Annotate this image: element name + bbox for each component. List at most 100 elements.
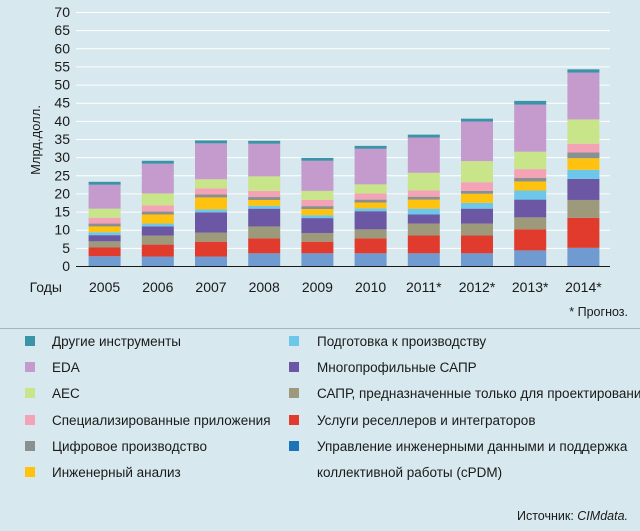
bar-segment bbox=[141, 214, 174, 224]
legend-item: AEC bbox=[25, 386, 80, 401]
bar-segment bbox=[567, 119, 600, 144]
bar-segment bbox=[88, 226, 121, 233]
bar-segment bbox=[354, 148, 387, 185]
bar-segment bbox=[88, 217, 121, 224]
bar-segment bbox=[354, 253, 387, 266]
legend-swatch bbox=[289, 362, 299, 372]
bar-segment bbox=[248, 253, 281, 266]
x-tick-label: 2009 bbox=[302, 279, 333, 295]
bar-segment bbox=[248, 205, 281, 209]
bar-segment bbox=[248, 208, 281, 227]
bar-segment bbox=[141, 223, 174, 227]
bar-segment bbox=[354, 229, 387, 239]
bar-segment bbox=[354, 202, 387, 209]
bar-segment bbox=[248, 140, 281, 144]
legend-swatch bbox=[25, 441, 35, 451]
bar-segment bbox=[407, 137, 440, 173]
bar-segment bbox=[195, 140, 227, 144]
bar-segment bbox=[407, 196, 440, 200]
legend-label: Подготовка к производству bbox=[317, 334, 486, 349]
bar-segment bbox=[88, 181, 121, 185]
bar-segment bbox=[407, 223, 440, 236]
legend-label: Специализированные приложения bbox=[52, 413, 271, 428]
bar-segment bbox=[88, 184, 121, 209]
legend-swatch bbox=[289, 388, 299, 398]
x-tick-label: 2014* bbox=[565, 279, 602, 295]
bar-segment bbox=[195, 194, 227, 198]
bar-segment bbox=[195, 212, 227, 233]
x-tick-label: 2012* bbox=[459, 279, 496, 295]
bar-segment bbox=[141, 211, 174, 215]
bar-segment bbox=[301, 209, 334, 216]
bar-segment bbox=[514, 190, 547, 200]
y-tick-label: 15 bbox=[54, 204, 70, 220]
legend-label: Цифровое производство bbox=[52, 439, 207, 454]
bar-stack bbox=[301, 157, 334, 266]
bar-segment bbox=[514, 151, 547, 170]
bar-segment bbox=[514, 199, 547, 218]
legend-item: коллективной работы (cPDM) bbox=[317, 465, 502, 480]
y-tick-label: 45 bbox=[54, 95, 70, 111]
legend-item: Многопрофильные САПР bbox=[289, 360, 477, 375]
x-tick-label: 2013* bbox=[512, 279, 549, 295]
bar-segment bbox=[407, 190, 440, 197]
bar-stack bbox=[248, 140, 281, 266]
legend-item: EDA bbox=[25, 360, 80, 375]
bar-stack bbox=[514, 100, 547, 266]
bar-segment bbox=[461, 235, 493, 254]
bar-segment bbox=[407, 199, 440, 209]
bars bbox=[88, 69, 600, 266]
legend-swatch bbox=[25, 415, 35, 425]
source-label: Источник: bbox=[517, 509, 577, 523]
bar-segment bbox=[248, 176, 281, 191]
legend-swatch bbox=[289, 336, 299, 346]
bar-segment bbox=[461, 208, 493, 224]
bar-segment bbox=[301, 199, 334, 207]
bar-segment bbox=[461, 190, 493, 194]
legend-item: Инженерный анализ bbox=[25, 465, 181, 480]
legend-swatch bbox=[25, 388, 35, 398]
bar-segment bbox=[354, 238, 387, 254]
legend-label: САПР, предназначенные только для проекти… bbox=[317, 386, 640, 401]
bar-segment bbox=[195, 209, 227, 213]
bar-segment bbox=[567, 169, 600, 179]
y-tick-label: 30 bbox=[54, 149, 70, 165]
bar-stack bbox=[567, 69, 600, 266]
bar-segment bbox=[195, 256, 227, 266]
y-tick-label: 50 bbox=[54, 77, 70, 93]
bar-segment bbox=[195, 197, 227, 210]
legend-label: Услуги реселлеров и интеграторов bbox=[317, 413, 536, 428]
bar-segment bbox=[461, 202, 493, 209]
bar-segment bbox=[248, 226, 281, 239]
bar-stack bbox=[88, 181, 121, 266]
bar-segment bbox=[141, 244, 174, 257]
legend-label: Управление инженерными данными и поддерж… bbox=[317, 439, 628, 454]
y-tick-label: 20 bbox=[54, 185, 70, 201]
bar-segment bbox=[195, 188, 227, 195]
legend-item: Специализированные приложения bbox=[25, 413, 271, 428]
bar-segment bbox=[567, 199, 600, 218]
bar-segment bbox=[567, 69, 600, 73]
legend-item: Подготовка к производству bbox=[289, 334, 486, 349]
y-axis-ticks: 0 5 10 15 20 25 30 35 40 45 50 55 60 65 70 bbox=[54, 4, 70, 274]
bar-segment bbox=[567, 217, 600, 248]
bar-segment bbox=[407, 235, 440, 254]
bar-segment bbox=[141, 256, 174, 266]
legend: Другие инструменты EDA AEC Специализированн… bbox=[25, 334, 640, 480]
bar-segment bbox=[567, 158, 600, 170]
bar-stack bbox=[195, 140, 227, 266]
y-tick-label: 5 bbox=[62, 240, 70, 256]
bar-segment bbox=[461, 193, 493, 203]
bar-segment bbox=[354, 199, 387, 203]
bar-segment bbox=[567, 178, 600, 200]
bar-segment bbox=[301, 241, 334, 254]
bar-segment bbox=[461, 161, 493, 183]
legend-item: Цифровое производство bbox=[25, 439, 207, 454]
bar-segment bbox=[354, 211, 387, 230]
y-tick-label: 55 bbox=[54, 58, 70, 74]
bar-stack bbox=[141, 160, 174, 266]
bar-segment bbox=[248, 197, 281, 200]
bar-segment bbox=[88, 223, 121, 227]
bar-segment bbox=[407, 208, 440, 215]
y-tick-label: 0 bbox=[62, 258, 70, 274]
